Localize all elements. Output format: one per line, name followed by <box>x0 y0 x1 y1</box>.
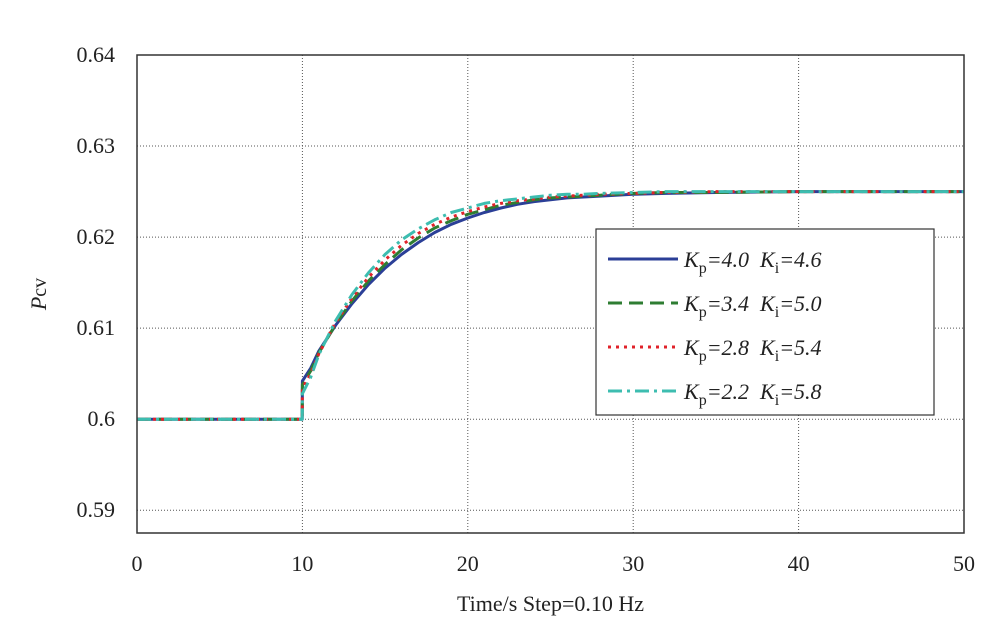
y-tick-label: 0.63 <box>77 133 116 158</box>
y-tick-labels: 0.59 0.6 0.61 0.62 0.63 0.64 <box>77 42 116 522</box>
legend-entry: Kp=2.2 Ki=5.8 <box>683 379 822 409</box>
y-tick-label: 0.62 <box>77 224 116 249</box>
y-tick-label: 0.64 <box>77 42 116 67</box>
x-tick-label: 0 <box>132 551 143 576</box>
legend: Kp=4.0 Ki=4.6 Kp=3.4 Ki=5.0 Kp=2.8 Ki=5.4 K… <box>595 228 935 416</box>
legend-entry: Kp=4.0 Ki=4.6 <box>683 247 822 277</box>
y-axis-label: Pcv <box>26 278 51 311</box>
y-tick-label: 0.61 <box>77 315 116 340</box>
x-tick-label: 30 <box>622 551 644 576</box>
y-tick-label: 0.6 <box>88 406 116 431</box>
series-lines <box>137 190 964 421</box>
x-axis-label: Time/s Step=0.10 Hz <box>457 591 644 616</box>
legend-entry: Kp=2.8 Ki=5.4 <box>683 335 822 365</box>
x-tick-labels: 0 10 20 30 40 50 <box>132 551 976 576</box>
x-tick-label: 40 <box>788 551 810 576</box>
x-tick-label: 20 <box>457 551 479 576</box>
x-tick-label: 50 <box>953 551 975 576</box>
legend-entry: Kp=3.4 Ki=5.0 <box>683 291 822 321</box>
series-line-4 <box>137 190 964 421</box>
y-axis-label-main: P <box>26 297 51 311</box>
y-tick-label: 0.59 <box>77 497 116 522</box>
plot-frame <box>136 54 965 534</box>
x-tick-label: 10 <box>291 551 313 576</box>
y-axis-label-sub: cv <box>29 278 51 297</box>
